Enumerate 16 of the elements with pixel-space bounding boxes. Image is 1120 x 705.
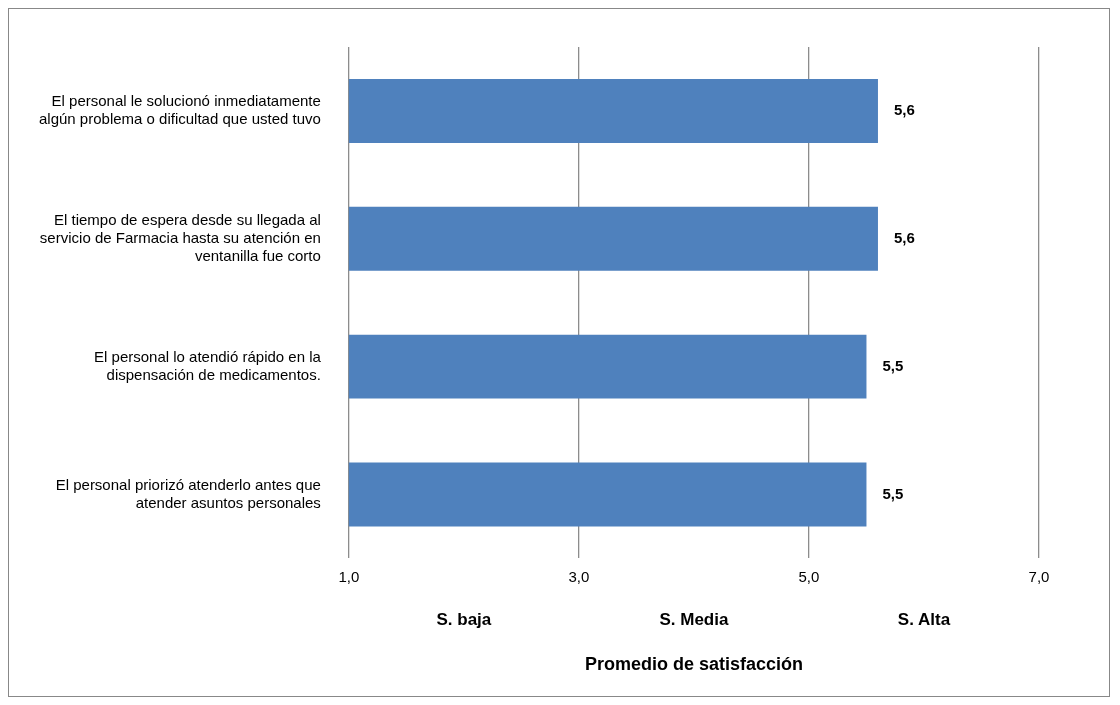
data-label: 5,6: [893, 228, 915, 246]
x-tick-label: 3,0: [568, 567, 590, 585]
text: S. Media: [659, 610, 729, 630]
x-tick-label: 1,0: [338, 567, 360, 585]
y-tick-label: El tiempo de espera desde su llegada al servicio de Farmacia hasta su atención en ventanilla fue corto: [39, 210, 321, 264]
y-tick-label: El personal lo atendió rápido en la dispensación de medicamentos.: [94, 347, 322, 383]
y-tick-label: El personal le solucionó inmediatamente algún problema o dificultad que usted tuvo: [39, 92, 321, 128]
y-tick-label: El personal priorizó atenderlo antes que atender asuntos personales: [55, 475, 321, 511]
data-label: 5,5: [882, 356, 904, 374]
text: S. Alta: [897, 610, 951, 630]
data-label: 5,6: [893, 101, 915, 119]
x-tick-label: 7,0: [1028, 567, 1050, 585]
x-tick-label: 5,0: [798, 567, 820, 585]
text: S. baja: [436, 610, 492, 630]
x-axis-title: Promedio de satisfacción: [584, 654, 803, 675]
data-label: 5,5: [882, 484, 904, 502]
